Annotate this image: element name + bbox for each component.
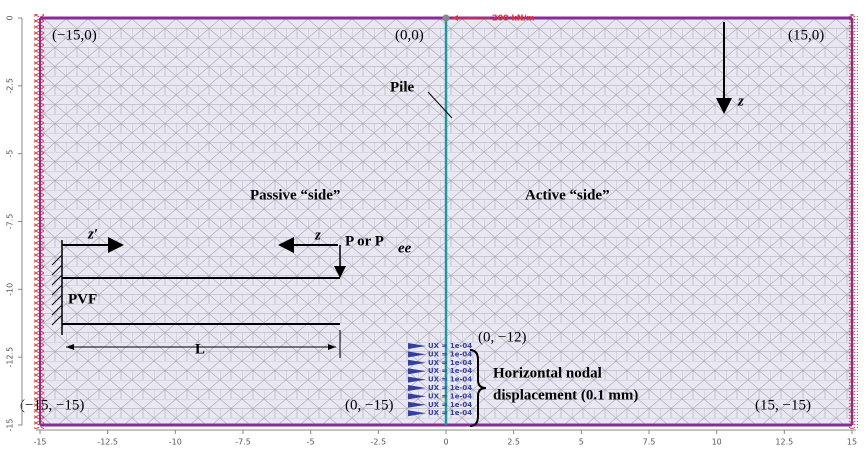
ux-label: UX = 1e-04 xyxy=(428,401,472,409)
y-tick-label: -2.5 xyxy=(6,78,15,94)
y-tick-label: 0 xyxy=(6,15,15,20)
ux-label: UX = 1e-04 xyxy=(428,409,472,417)
z-prime-label: z′ xyxy=(87,226,98,242)
ux-label: UX = 1e-04 xyxy=(428,376,472,384)
passive-label: Passive “side” xyxy=(250,187,340,203)
model-view: 200 kN/m (−15,0) (0,0) (15,0) Pile z Pas… xyxy=(0,0,867,452)
p-subscript: ee xyxy=(398,240,412,256)
x-tick-label: 2.5 xyxy=(507,438,520,447)
x-tick-label: -2.5 xyxy=(371,438,387,447)
p-label: P or P xyxy=(345,233,384,249)
y-tick-label: -10 xyxy=(6,283,15,296)
y-tick-label: -12.5 xyxy=(6,347,15,368)
x-tick-label: 10 xyxy=(712,438,722,447)
coord-label: (0, −12) xyxy=(478,329,526,345)
x-tick-label: 0 xyxy=(443,438,448,447)
x-tick-label: -15 xyxy=(33,438,46,447)
z-label: z xyxy=(737,93,744,109)
ux-label: UX = 1e-04 xyxy=(428,367,472,375)
pile-head xyxy=(443,15,450,22)
coord-label: (15,0) xyxy=(788,27,824,43)
coord-label: (−15, −15) xyxy=(20,397,84,413)
pvf-label: PVF xyxy=(68,291,97,307)
x-tick-label: -10 xyxy=(169,438,182,447)
x-tick-label: -7.5 xyxy=(235,438,251,447)
x-tick-label: 12.5 xyxy=(775,438,793,447)
ux-label: UX = 1e-04 xyxy=(428,342,472,350)
ux-label: UX = 1e-04 xyxy=(428,384,472,392)
pile-label: Pile xyxy=(390,79,414,95)
horizontal-label: displacement (0.1 mm) xyxy=(493,387,638,403)
load-label: 200 kN/m xyxy=(492,14,535,23)
coord-label: (0, −15) xyxy=(345,397,393,413)
y-tick-label: -15 xyxy=(6,418,15,431)
x-tick-label: 15 xyxy=(847,438,857,447)
z-left-label: z xyxy=(314,227,321,243)
x-tick-label: 5 xyxy=(579,438,584,447)
x-tick-label: -12.5 xyxy=(97,438,118,447)
ux-label: UX = 1e-04 xyxy=(428,392,472,400)
x-tick-label: -5 xyxy=(307,438,315,447)
y-tick-label: -5 xyxy=(6,150,15,158)
coord-label: (0,0) xyxy=(395,27,424,43)
ux-label: UX = 1e-04 xyxy=(428,359,472,367)
coord-label: (−15,0) xyxy=(52,27,97,43)
y-tick-label: -7.5 xyxy=(6,214,15,230)
ux-label: UX = 1e-04 xyxy=(428,350,472,358)
horizontal-label: Horizontal nodal xyxy=(493,365,602,381)
length-label: L xyxy=(195,341,205,357)
x-tick-label: 7.5 xyxy=(643,438,656,447)
active-label: Active “side” xyxy=(525,187,610,203)
coord-label: (15, −15) xyxy=(755,397,811,413)
